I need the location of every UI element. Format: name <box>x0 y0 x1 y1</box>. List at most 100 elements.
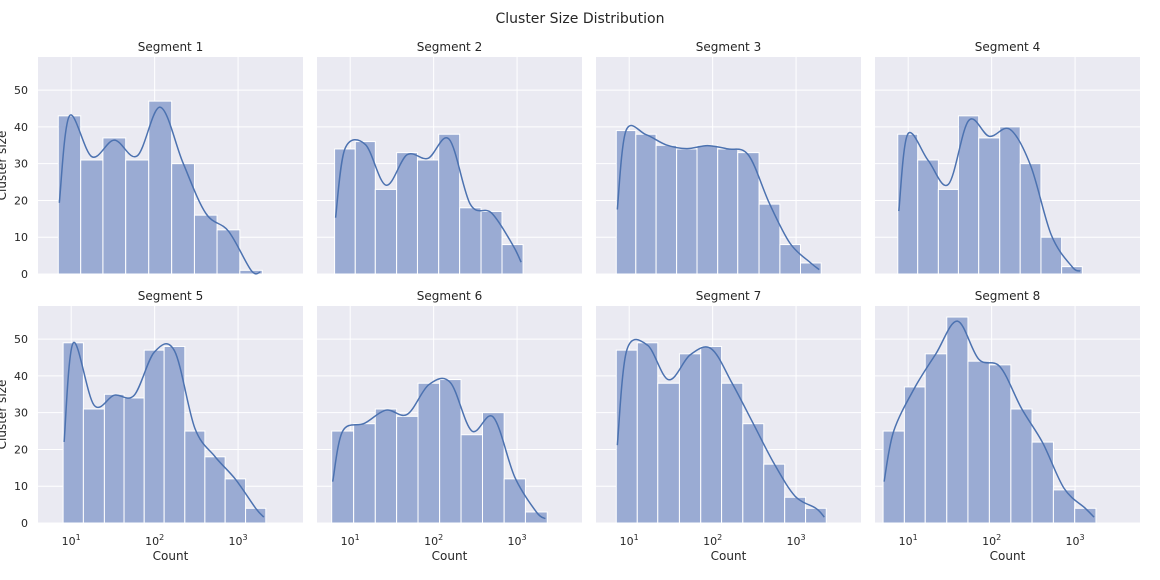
histogram-bar <box>657 382 680 524</box>
x-tick-label: 102 <box>703 533 722 548</box>
x-tick-label: 102 <box>145 533 164 548</box>
histogram-bar <box>62 342 84 524</box>
kde-curve <box>334 136 522 263</box>
histogram-bar <box>57 115 82 275</box>
histogram-bar <box>1010 408 1033 524</box>
y-tick-label: 40 <box>14 370 28 383</box>
kde-curve <box>898 118 1081 272</box>
histogram-bar <box>937 188 959 275</box>
histogram-bar <box>978 137 1001 275</box>
histogram-bar <box>946 316 969 524</box>
histogram-bar <box>1040 236 1063 275</box>
histogram-bar <box>1031 441 1054 524</box>
histogram-bar <box>763 463 786 524</box>
y-tick-label: 10 <box>14 231 28 244</box>
y-tick-label: 0 <box>21 268 28 281</box>
histogram-bar <box>125 159 150 275</box>
x-tick-label: 101 <box>341 533 360 548</box>
histogram-bar <box>459 207 482 275</box>
histogram-bar <box>193 214 218 275</box>
y-tick-label: 20 <box>14 443 28 456</box>
histogram-bar <box>924 353 948 524</box>
histogram-bar <box>331 430 355 524</box>
x-tick-label: 102 <box>982 533 1001 548</box>
panel-8: Segment 8 101 102 103 Count <box>875 289 1140 563</box>
y-tick-label: 0 <box>21 517 28 530</box>
histogram-bar <box>224 478 247 524</box>
y-tick-label: 30 <box>14 407 28 420</box>
histogram-bar <box>123 397 145 524</box>
x-tick-label: 103 <box>229 533 248 548</box>
histogram-bar <box>882 430 905 524</box>
panel-title: Segment 2 <box>417 40 482 54</box>
panel-6: Segment 6 101 102 103 Count <box>317 289 582 563</box>
histogram-bar <box>988 364 1012 524</box>
histogram-bar <box>354 141 376 275</box>
x-tick-label: 102 <box>424 533 443 548</box>
histogram-bar <box>636 342 659 524</box>
histogram-bar <box>967 360 990 524</box>
histogram-bar <box>1052 489 1076 524</box>
histogram-bar <box>758 203 781 275</box>
histogram-bar <box>917 159 939 275</box>
histogram-bar <box>216 229 241 275</box>
chart-suptitle: Cluster Size Distribution <box>495 11 664 27</box>
x-tick-label: 103 <box>1066 533 1085 548</box>
histogram-bar <box>171 163 195 275</box>
kde-curve <box>616 124 820 271</box>
panel-7: Segment 7 101 102 103 Count <box>596 289 861 563</box>
histogram-bar <box>80 159 104 275</box>
panel-title: Segment 5 <box>138 289 203 303</box>
kde-curve <box>63 342 265 518</box>
y-axis-label: Cluster size <box>0 131 9 201</box>
histogram-bar <box>481 412 505 524</box>
histogram-bar <box>103 393 125 524</box>
histogram-bar <box>148 100 173 275</box>
histogram-bar <box>204 456 226 524</box>
y-tick-label: 30 <box>14 158 28 171</box>
y-tick-label: 50 <box>14 84 28 97</box>
panel-title: Segment 8 <box>975 289 1040 303</box>
histogram-bar <box>143 349 165 524</box>
panel-3: Segment 3 <box>596 40 861 275</box>
x-axis-label: Count <box>432 549 468 563</box>
histogram-bar <box>903 386 926 524</box>
histogram-bar <box>676 148 698 275</box>
x-tick-label: 101 <box>62 533 81 548</box>
histogram-bar <box>353 423 376 524</box>
kde-curve <box>616 338 825 518</box>
x-tick-label: 101 <box>620 533 639 548</box>
histogram-bar <box>678 353 702 524</box>
histogram-bar <box>334 148 356 275</box>
histogram-bar <box>396 415 419 524</box>
y-tick-label: 40 <box>14 121 28 134</box>
panel-5: Segment 5 0 10 20 30 40 50 Cluster size 101 102 10… <box>0 289 303 563</box>
kde-curve <box>58 106 261 275</box>
panel-1: Segment 1 0 10 20 30 40 50 Cluster size <box>0 40 303 281</box>
histogram-bar <box>102 137 127 275</box>
histogram-bar <box>416 159 440 275</box>
x-axis-label: Count <box>153 549 189 563</box>
histogram-bar <box>439 379 462 524</box>
histogram-bar <box>615 130 637 275</box>
panel-title: Segment 6 <box>417 289 482 303</box>
histogram-bar <box>438 133 461 275</box>
histogram-bar <box>480 210 503 275</box>
histogram-bar <box>999 126 1021 275</box>
histogram-bar <box>374 188 398 275</box>
histogram-bar <box>417 382 441 524</box>
kde-curve <box>331 377 546 520</box>
histogram-bar <box>721 382 744 524</box>
histogram-bar <box>503 478 526 524</box>
histogram-bar <box>460 434 483 524</box>
x-tick-label: 103 <box>787 533 806 548</box>
x-tick-label: 103 <box>508 533 527 548</box>
x-axis-label: Count <box>990 549 1026 563</box>
kde-curve <box>883 320 1095 518</box>
y-tick-label: 20 <box>14 194 28 207</box>
y-axis-label: Cluster size <box>0 380 9 450</box>
histogram-bar <box>779 244 802 275</box>
histogram-bar <box>897 133 919 275</box>
histogram-bar <box>635 133 657 275</box>
